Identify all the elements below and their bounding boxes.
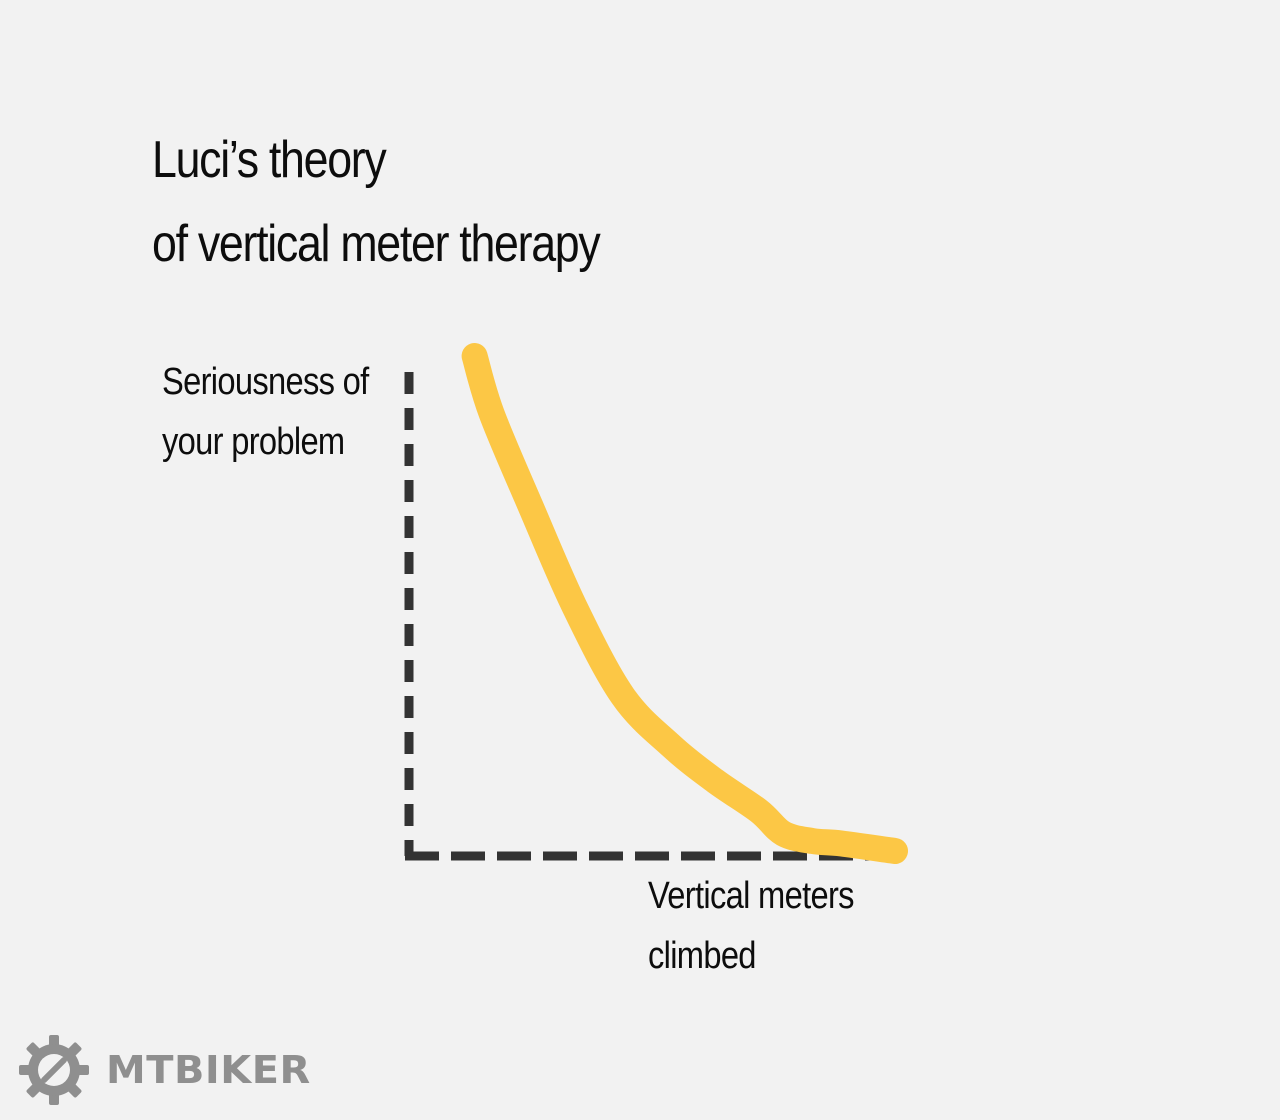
y-axis-label-line-1: Seriousness of xyxy=(162,361,369,403)
series-line-0 xyxy=(461,343,908,864)
x-axis-label: Vertical meters climbed xyxy=(648,866,854,986)
brand-watermark: MTBIKER xyxy=(18,1034,310,1106)
series-layer xyxy=(461,343,908,864)
brand-name: MTBIKER xyxy=(106,1048,311,1092)
chart-title-line-1: Luci’s theory xyxy=(152,131,387,189)
gear-logo-icon xyxy=(19,1035,89,1105)
y-axis-label-line-2: your problem xyxy=(162,421,345,463)
x-axis-label-line-1: Vertical meters xyxy=(648,875,854,917)
x-axis-label-line-2: climbed xyxy=(648,935,756,977)
chart-title-line-2: of vertical meter therapy xyxy=(152,215,601,273)
y-axis-label: Seriousness of your problem xyxy=(162,352,369,472)
